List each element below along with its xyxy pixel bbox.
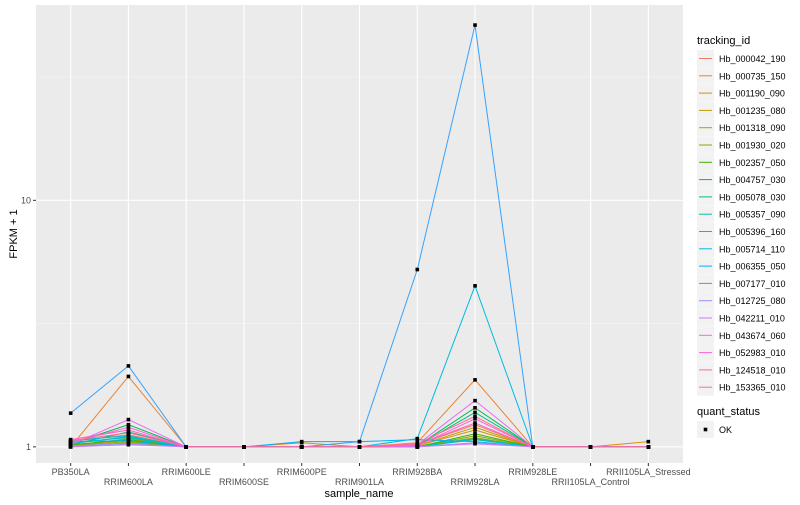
legend-label: Hb_002357_050 bbox=[719, 158, 786, 168]
data-point bbox=[126, 422, 131, 427]
data-point bbox=[126, 438, 131, 443]
data-point bbox=[68, 440, 73, 445]
data-point bbox=[473, 23, 477, 27]
x-tick-label: RRII105LA_Stressed bbox=[606, 467, 691, 477]
data-point bbox=[473, 398, 477, 403]
data-point bbox=[357, 445, 362, 449]
x-tick-label: RRIM928LA bbox=[451, 477, 500, 487]
data-point bbox=[126, 417, 131, 422]
legend-label: Hb_043674_060 bbox=[719, 331, 786, 341]
data-point bbox=[68, 411, 73, 415]
legend-label: Hb_005078_030 bbox=[719, 192, 786, 202]
data-point bbox=[473, 431, 477, 436]
data-point bbox=[473, 425, 477, 430]
x-tick-label: RRIM600LE bbox=[162, 467, 211, 477]
data-point bbox=[473, 416, 477, 421]
legend: tracking_id Hb_000042_190 Hb_000735_150 Hb… bbox=[697, 35, 786, 396]
square-point-icon bbox=[703, 427, 708, 432]
x-tick-label: RRIM600SE bbox=[219, 477, 269, 487]
data-point bbox=[126, 442, 131, 447]
shape-legend: quant_status OK bbox=[697, 406, 760, 438]
data-point bbox=[646, 439, 651, 444]
axes: 1 10 PB350LA RRIM600LA RRIM600LE RRIM600SE RRI… bbox=[21, 195, 691, 487]
legend-label: Hb_124518_010 bbox=[719, 365, 786, 375]
x-tick-label: PB350LA bbox=[52, 467, 90, 477]
data-point bbox=[68, 445, 73, 449]
legend-label: Hb_004757_030 bbox=[719, 175, 786, 185]
legend-label: Hb_000042_190 bbox=[719, 54, 786, 64]
data-point bbox=[473, 441, 477, 446]
legend-label: Hb_153365_010 bbox=[719, 383, 786, 393]
data-point bbox=[126, 433, 131, 438]
legend-label: Hb_042211_010 bbox=[719, 314, 785, 324]
x-tick-label: RRIM901LA bbox=[335, 477, 384, 487]
data-point bbox=[415, 267, 420, 272]
data-point bbox=[242, 445, 246, 449]
data-point bbox=[299, 439, 304, 444]
legend-label: Hb_012725_080 bbox=[719, 296, 786, 306]
data-point bbox=[68, 442, 73, 447]
y-tick-label: 10 bbox=[21, 195, 31, 205]
data-point bbox=[415, 441, 420, 446]
y-tick-label: 1 bbox=[26, 442, 31, 452]
data-point bbox=[473, 406, 477, 410]
data-point bbox=[126, 374, 131, 379]
data-point bbox=[473, 284, 477, 288]
data-point bbox=[184, 445, 188, 449]
data-point bbox=[126, 364, 131, 368]
x-tick-label: RRII105LA_Control bbox=[552, 477, 630, 487]
y-axis-title: FPKM + 1 bbox=[8, 209, 20, 258]
data-point bbox=[588, 445, 593, 449]
legend-label: Hb_001190_090 bbox=[719, 89, 785, 99]
data-point bbox=[415, 437, 420, 442]
legend-label: Hb_000735_150 bbox=[719, 71, 786, 81]
legend-label: Hb_005714_110 bbox=[719, 244, 785, 254]
data-points bbox=[68, 23, 651, 449]
legend-label: Hb_001930_020 bbox=[719, 141, 786, 151]
data-point bbox=[531, 445, 535, 449]
legend-label: OK bbox=[719, 425, 732, 435]
data-point bbox=[126, 431, 131, 435]
x-tick-label: RRIM928BA bbox=[392, 467, 442, 477]
data-point bbox=[473, 436, 477, 441]
data-point bbox=[473, 410, 477, 415]
legend-label: Hb_007177_010 bbox=[719, 279, 786, 289]
data-point bbox=[68, 438, 73, 443]
data-point bbox=[473, 433, 477, 438]
data-point bbox=[473, 428, 477, 432]
data-point bbox=[473, 414, 477, 419]
legend-label: Hb_005357_090 bbox=[719, 210, 786, 220]
data-point bbox=[357, 439, 362, 444]
x-tick-label: RRIM600PE bbox=[277, 467, 327, 477]
legend-label: Hb_005396_160 bbox=[719, 227, 786, 237]
data-point bbox=[473, 421, 477, 425]
x-tick-label: RRIM600LA bbox=[104, 477, 153, 487]
x-axis-title: sample_name bbox=[324, 488, 393, 500]
legend-label: Hb_001318_090 bbox=[719, 123, 786, 133]
legend-label: Hb_052983_010 bbox=[719, 348, 786, 358]
legend-label: Hb_006355_050 bbox=[719, 262, 786, 272]
x-tick-label: RRIM928LE bbox=[508, 467, 557, 477]
legend-title: tracking_id bbox=[697, 35, 750, 47]
legend-label: Hb_001235_080 bbox=[719, 106, 786, 116]
data-point bbox=[126, 425, 131, 430]
data-point bbox=[646, 445, 651, 449]
data-point bbox=[299, 445, 304, 449]
shape-legend-title: quant_status bbox=[697, 406, 760, 418]
data-point bbox=[126, 428, 131, 432]
data-point bbox=[473, 378, 477, 382]
